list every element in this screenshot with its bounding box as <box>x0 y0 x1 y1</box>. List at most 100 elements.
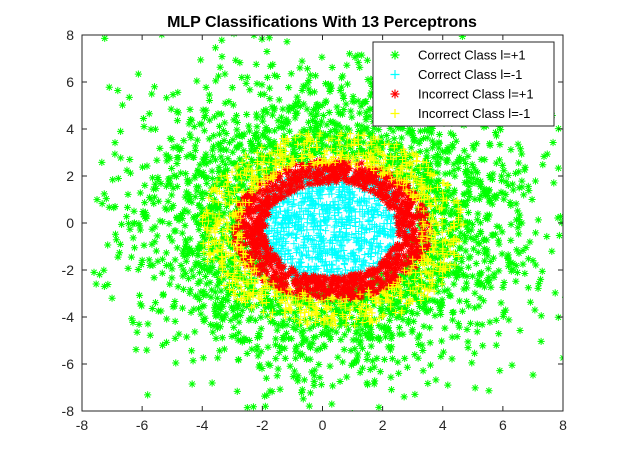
data-point <box>298 274 307 283</box>
data-point <box>245 212 253 220</box>
data-point <box>444 144 452 152</box>
data-point <box>234 336 242 344</box>
data-point <box>124 219 133 228</box>
data-point <box>300 287 308 296</box>
data-point <box>357 337 365 345</box>
data-point <box>220 345 229 353</box>
data-point <box>354 350 362 358</box>
data-point <box>268 103 276 111</box>
data-point <box>130 207 138 215</box>
data-point <box>320 341 328 349</box>
data-point <box>392 255 400 263</box>
data-point <box>414 210 422 219</box>
data-point <box>240 275 248 283</box>
data-point <box>313 173 322 181</box>
data-point <box>476 281 484 289</box>
data-point <box>104 241 112 249</box>
data-point <box>281 344 289 352</box>
data-point <box>346 221 354 230</box>
data-point <box>342 229 351 237</box>
data-point <box>172 359 180 367</box>
data-point <box>367 252 375 261</box>
data-point <box>413 194 421 203</box>
data-point <box>464 263 472 271</box>
data-point <box>401 230 409 238</box>
data-point <box>257 210 265 218</box>
data-point <box>327 145 335 153</box>
data-point <box>217 172 225 180</box>
data-point <box>357 224 366 232</box>
data-point <box>356 109 364 117</box>
data-point <box>347 107 355 115</box>
data-point <box>346 191 354 199</box>
data-point <box>304 236 312 244</box>
data-point <box>458 307 467 315</box>
data-point <box>259 299 267 307</box>
data-point <box>363 303 371 311</box>
data-point <box>291 299 299 307</box>
data-point <box>337 310 345 318</box>
data-point <box>380 285 388 293</box>
data-point <box>205 96 214 105</box>
data-point <box>174 283 182 291</box>
data-point <box>364 328 373 337</box>
data-point <box>222 202 231 211</box>
data-point <box>386 248 395 256</box>
data-point <box>211 156 220 164</box>
data-point <box>361 329 369 338</box>
data-point <box>342 256 350 264</box>
data-point <box>46 290 53 297</box>
data-point <box>385 231 393 239</box>
data-point <box>246 238 254 247</box>
data-point <box>345 283 354 292</box>
data-point <box>440 221 448 229</box>
data-point <box>235 283 243 291</box>
data-point <box>540 152 548 160</box>
data-point <box>352 171 360 179</box>
data-point <box>415 288 423 296</box>
data-point <box>345 216 353 224</box>
data-point <box>489 254 498 262</box>
data-point <box>386 212 394 220</box>
data-point <box>303 128 312 136</box>
data-point <box>460 190 468 199</box>
data-point <box>351 53 359 61</box>
data-point <box>518 177 526 185</box>
data-point <box>387 145 395 153</box>
data-point <box>227 316 235 324</box>
data-point <box>437 154 445 162</box>
data-point <box>256 236 264 244</box>
data-point <box>347 207 355 215</box>
data-point <box>325 190 333 198</box>
data-point <box>116 240 124 248</box>
data-point <box>310 226 318 234</box>
data-point <box>385 164 394 172</box>
data-point <box>209 152 217 160</box>
data-point <box>457 265 465 273</box>
data-point <box>476 183 485 191</box>
data-point <box>298 386 306 394</box>
data-point <box>295 143 303 152</box>
data-point <box>466 319 475 327</box>
data-point <box>401 241 409 249</box>
data-point <box>311 285 319 293</box>
data-point <box>138 163 147 171</box>
data-point <box>218 53 226 61</box>
data-point <box>474 210 482 218</box>
data-point <box>509 259 517 268</box>
data-point <box>320 262 328 270</box>
data-point <box>150 83 159 91</box>
data-point <box>375 126 383 134</box>
data-point <box>368 243 377 251</box>
data-point <box>314 281 322 289</box>
data-point <box>333 162 341 170</box>
data-point <box>105 203 113 211</box>
data-point <box>392 179 401 187</box>
data-point <box>362 108 370 116</box>
data-point <box>358 159 366 167</box>
data-point <box>377 184 386 192</box>
data-point <box>463 325 471 333</box>
data-point <box>509 186 517 194</box>
data-point <box>389 127 397 135</box>
data-point <box>353 149 361 157</box>
